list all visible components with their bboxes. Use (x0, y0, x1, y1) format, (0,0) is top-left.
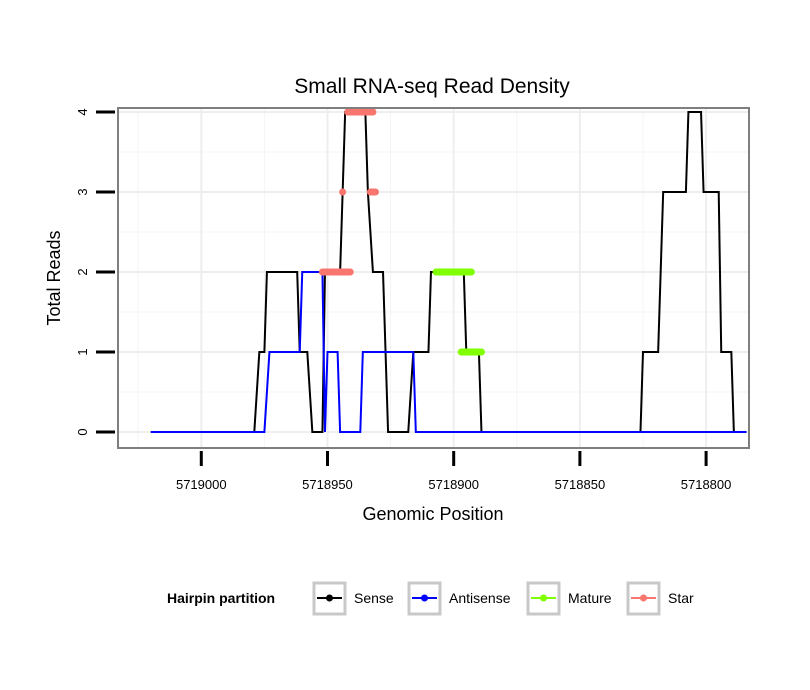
panel-background (118, 108, 749, 448)
y-tick-label: 0 (75, 428, 90, 435)
legend-title: Hairpin partition (167, 590, 275, 606)
x-tick-label: 5718900 (428, 477, 479, 492)
series-star (318, 108, 379, 276)
series-sense (150, 111, 747, 433)
legend-dot-mature (540, 594, 547, 602)
y-axis-label: Total Reads (44, 230, 64, 325)
x-tick-label: 5718800 (681, 477, 732, 492)
legend-label-antisense: Antisense (449, 590, 511, 606)
y-axis: 0 1 2 3 4 (75, 108, 115, 436)
legend-item-mature: Mature (526, 581, 612, 616)
legend: Hairpin partition Sense Antisense Mature St… (167, 581, 694, 616)
legend-dot-sense (326, 594, 333, 602)
series-line-antisense (150, 271, 747, 433)
legend-item-antisense: Antisense (407, 581, 511, 616)
x-tick-label: 5718950 (302, 477, 353, 492)
legend-item-sense: Sense (312, 581, 394, 616)
x-axis: 5719000 5718950 5718900 5718850 5718800 (176, 451, 731, 492)
x-tick-label: 5719000 (176, 477, 227, 492)
x-axis-label: Genomic Position (362, 504, 503, 524)
legend-dot-star (640, 594, 647, 602)
y-tick-label: 4 (75, 108, 90, 115)
legend-dot-antisense (421, 594, 428, 602)
y-tick-label: 2 (75, 268, 90, 275)
plot-panel (117, 107, 750, 449)
panel-border (117, 107, 750, 449)
y-tick-label: 3 (75, 188, 90, 195)
series-antisense (150, 271, 747, 433)
chart-title: Small RNA-seq Read Density (294, 75, 570, 98)
series-layer (150, 108, 747, 433)
y-tick-label: 1 (75, 348, 90, 355)
legend-label-mature: Mature (568, 590, 612, 606)
legend-item-star: Star (626, 581, 694, 616)
legend-label-sense: Sense (354, 590, 394, 606)
series-line-sense (150, 111, 747, 433)
series-mature (432, 268, 485, 356)
x-tick-label: 5718850 (555, 477, 606, 492)
legend-label-star: Star (668, 590, 694, 606)
